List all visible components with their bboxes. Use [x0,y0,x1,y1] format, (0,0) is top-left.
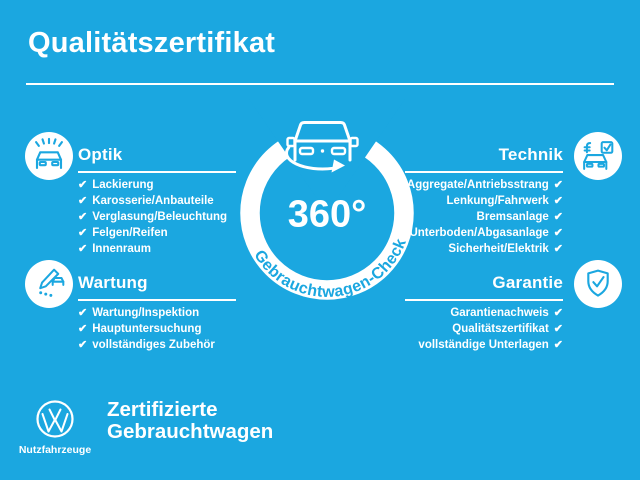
check-icon: ✔ [553,338,563,351]
check-item-label: Verglasung/Beleuchtung [92,210,228,223]
check-item-label: Aggregate/Antriebsstrang [406,178,549,191]
van-360-icon [285,121,359,173]
tagline: Zertifizierte Gebrauchtwagen [107,399,273,443]
wartung-icon-circle [25,260,73,308]
check-icon: ✔ [553,322,563,335]
check-item: vollständige Unterlagen ✔ [405,338,563,352]
check-item-label: Felgen/Reifen [92,226,168,239]
check-item-label: Hauptuntersuchung [92,322,202,335]
check-item-label: Qualitätszertifikat [452,322,549,335]
check-icon: ✔ [78,178,88,191]
check-item: Bremsanlage ✔ [405,210,563,224]
check-icon: ✔ [78,226,88,239]
section-divider [405,171,563,173]
check-item: Lenkung/Fahrwerk ✔ [405,194,563,208]
section-title: Technik [498,145,563,164]
check-item: Qualitätszertifikat ✔ [405,322,563,336]
check-icon: ✔ [78,322,88,335]
check-item: Sicherheit/Elektrik ✔ [405,242,563,256]
check-item-label: Bremsanlage [476,210,549,223]
section-title: Wartung [78,273,148,292]
check-icon: ✔ [553,226,563,239]
section-title: Garantie [492,273,563,292]
check-item-label: vollständige Unterlagen [418,338,549,351]
shield-check-icon [587,269,609,297]
check-item-label: Wartung/Inspektion [92,306,200,319]
check-item-label: vollständiges Zubehör [92,338,215,351]
check-item: Garantienachweis ✔ [405,306,563,320]
check-item: ✔ Innenraum [78,242,236,256]
check-icon: ✔ [78,194,88,207]
check-item: Aggregate/Antriebsstrang ✔ [405,178,563,192]
check-icon: ✔ [78,338,88,351]
vw-logo [36,400,74,438]
section-technik: Technik Aggregate/Antriebsstrang ✔ Lenkung… [405,145,563,260]
section-title: Optik [78,145,123,164]
tagline-line2: Gebrauchtwagen [107,420,274,443]
section-divider [405,299,563,301]
check-item: ✔ Karosserie/Anbauteile [78,194,236,208]
optik-checklist: ✔ Lackierung ✔ Karosserie/Anbauteile ✔ Vergla… [78,178,236,256]
check-icon: ✔ [553,306,563,319]
check-icon: ✔ [553,242,563,255]
car-paint-icon [35,137,63,170]
check-item-label: Lenkung/Fahrwerk [446,194,549,207]
check-item: ✔ vollständiges Zubehör [78,338,236,352]
section-divider [78,299,236,301]
garantie-icon-circle [574,260,622,308]
check-icon: ✔ [78,306,88,319]
check-item-label: Innenraum [92,242,152,255]
technik-icon-circle [574,132,622,180]
section-optik: Optik ✔ Lackierung ✔ Karosserie/Anbauteile ✔… [78,145,236,260]
check-item: Unterboden/Abgasanlage ✔ [405,226,563,240]
section-divider [78,171,236,173]
check-icon: ✔ [78,242,88,255]
section-garantie: Garantie Garantienachweis ✔ Qualitätszerti… [405,273,563,356]
section-wartung: Wartung ✔ Wartung/Inspektion ✔ Hauptuntersu… [78,273,236,356]
check-item: ✔ Hauptuntersuchung [78,322,236,336]
check-item-label: Karosserie/Anbauteile [92,194,214,207]
wartung-checklist: ✔ Wartung/Inspektion ✔ Hauptuntersuchung ✔ vo… [78,306,236,352]
check-icon: ✔ [553,210,563,223]
technik-checklist: Aggregate/Antriebsstrang ✔ Lenkung/Fahrwer… [405,178,563,256]
check-item: ✔ Felgen/Reifen [78,226,236,240]
brand-label: Nutzfahrzeuge [18,444,92,456]
garantie-checklist: Garantienachweis ✔ Qualitätszertifikat ✔ vol… [405,306,563,352]
tagline-line1: Zertifizierte [107,398,218,421]
check-icon: ✔ [78,210,88,223]
check-item: ✔ Lackierung [78,178,236,192]
page-title: Qualitätszertifikat [28,27,276,59]
optik-icon-circle [25,132,73,180]
check-icon: ✔ [553,194,563,207]
check-360-graphic: Gebrauchtwagen-Check 360° [240,99,414,301]
title-divider [26,83,614,85]
check-item-label: Lackierung [92,178,154,191]
check-item: ✔ Wartung/Inspektion [78,306,236,320]
ring-gap [249,99,405,213]
degree-label: 360° [288,194,367,236]
check-item: ✔ Verglasung/Beleuchtung [78,210,236,224]
car-inspection-icon [583,141,614,170]
check-item-label: Sicherheit/Elektrik [448,242,549,255]
check-item-label: Garantienachweis [450,306,549,319]
check-item-label: Unterboden/Abgasanlage [409,226,549,239]
check-icon: ✔ [553,178,563,191]
pencil-checklist-icon [39,268,65,297]
